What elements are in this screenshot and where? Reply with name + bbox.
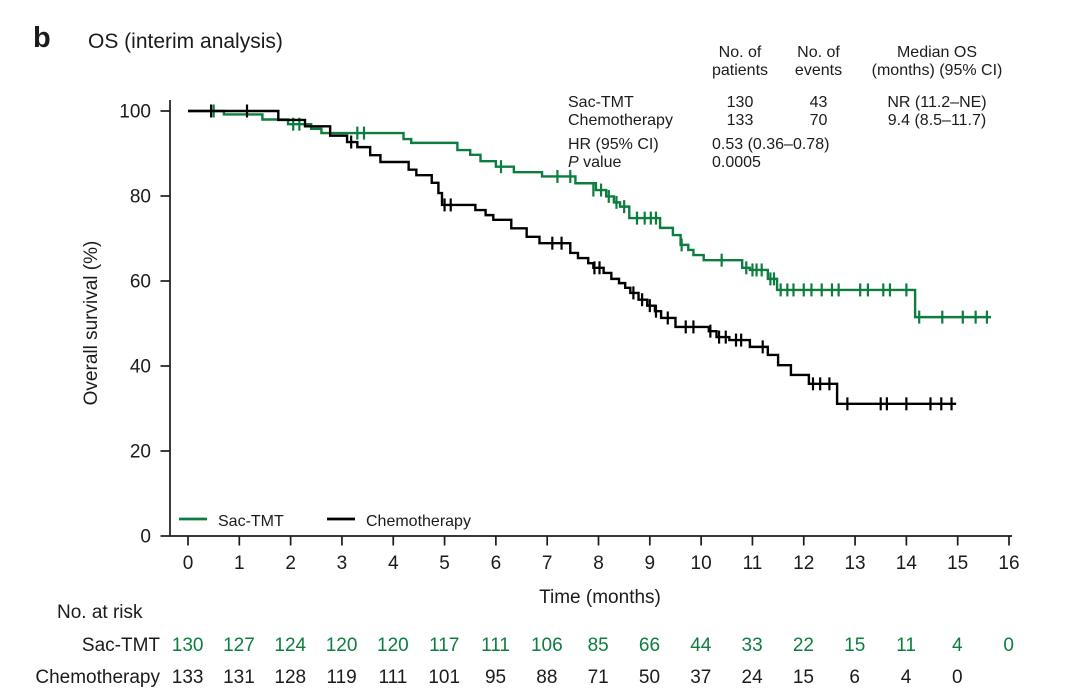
stats-col-header-events: No. of events — [794, 44, 843, 79]
risk-count: 127 — [223, 635, 255, 656]
stats-patients-value: 130 — [726, 94, 754, 111]
risk-count: 128 — [274, 667, 307, 688]
x-axis-tick-label: 1 — [234, 553, 245, 574]
x-axis-tick-label: 8 — [593, 553, 604, 574]
x-axis-tick-label: 3 — [337, 553, 348, 574]
stats-events-value: 70 — [809, 112, 828, 129]
y-axis-tick-label: 80 — [130, 187, 151, 208]
y-axis-tick-label: 0 — [140, 527, 151, 548]
risk-count: 85 — [587, 635, 609, 656]
risk-count: 71 — [587, 667, 609, 688]
stats-col-header-patients: No. of patients — [711, 44, 769, 79]
stats-row-label: Sac-TMT — [568, 94, 634, 111]
stats-median-os-value: 9.4 (8.5–11.7) — [887, 112, 987, 129]
y-axis-tick-label: 100 — [119, 102, 151, 123]
risk-count: 33 — [741, 635, 763, 656]
x-axis-tick-label: 2 — [285, 553, 296, 574]
axis-spines — [169, 100, 1012, 537]
risk-row-label-chemotherapy: Chemotherapy — [35, 667, 160, 688]
x-axis-title: Time (months) — [539, 587, 661, 608]
risk-count: 4 — [900, 667, 912, 688]
y-axis-title: Overall survival (%) — [81, 241, 102, 406]
x-axis-tick-label: 12 — [793, 553, 814, 574]
x-axis-tick-label: 13 — [844, 553, 865, 574]
y-axis-tick-label: 60 — [130, 272, 151, 293]
stats-row-hr: HR (95% CI) 0.53 (0.36–0.78) — [568, 136, 1017, 154]
x-axis-tick-label: 6 — [491, 553, 502, 574]
risk-count: 24 — [741, 667, 763, 688]
risk-row-sac-tmt-values: 130 127 124 120 120 117 111 106 85 66 44 33 22 15 11 4 0 — [162, 636, 1034, 655]
x-axis-tick-label: 14 — [896, 553, 918, 574]
legend-label-chemotherapy: Chemotherapy — [366, 513, 471, 530]
risk-count: 15 — [792, 667, 814, 688]
stats-table: No. of patients No. of events Median OS … — [568, 44, 1017, 172]
risk-count: 6 — [849, 667, 860, 688]
figure-title: OS (interim analysis) — [88, 30, 283, 53]
km-curve-chemotherapy — [188, 109, 957, 406]
risk-count: 11 — [896, 635, 916, 656]
risk-count: 22 — [792, 635, 814, 656]
risk-table-title: No. at risk — [57, 602, 143, 623]
x-axis-tick-label: 4 — [388, 553, 399, 574]
risk-count — [983, 668, 1034, 687]
stats-p-label: P value — [568, 154, 700, 172]
stats-hr-value: 0.53 (0.36–0.78) — [712, 136, 830, 153]
legend-label-sac-tmt: Sac-TMT — [218, 513, 284, 530]
risk-count: 111 — [481, 635, 510, 656]
risk-count: 15 — [844, 635, 866, 656]
risk-count: 0 — [952, 667, 963, 688]
x-axis-tick-label: 9 — [645, 553, 656, 574]
stats-row-sac-tmt: Sac-TMT 130 43 NR (11.2–NE) — [568, 94, 1017, 112]
x-axis-tick-label: 5 — [439, 553, 450, 574]
risk-count: 4 — [952, 635, 963, 656]
risk-count: 130 — [171, 635, 204, 656]
x-axis-tick-label: 7 — [542, 553, 553, 574]
risk-count: 111 — [378, 667, 408, 688]
risk-count: 120 — [377, 635, 409, 656]
x-axis-tick-label: 16 — [998, 553, 1019, 574]
stats-patients-value: 133 — [726, 112, 754, 129]
risk-count: 106 — [530, 635, 563, 656]
y-axis-tick-label: 20 — [130, 442, 151, 463]
risk-count: 119 — [326, 667, 357, 688]
stats-median-os-value: NR (11.2–NE) — [887, 94, 987, 111]
risk-count: 44 — [690, 635, 712, 656]
risk-count: 66 — [638, 635, 661, 656]
risk-count: 95 — [484, 667, 507, 688]
risk-count: 131 — [223, 667, 255, 688]
x-axis-tick-label: 11 — [743, 553, 763, 574]
x-axis-tick-label: 0 — [183, 553, 194, 574]
stats-p-label-rest: value — [578, 154, 622, 171]
risk-count: 124 — [274, 635, 307, 656]
stats-row-p-value: P value 0.0005 — [568, 154, 1017, 172]
x-axis-tick-label: 10 — [691, 553, 712, 574]
stats-hr-label: HR (95% CI) — [568, 136, 659, 153]
risk-count: 120 — [325, 635, 358, 656]
stats-row-chemotherapy: Chemotherapy 133 70 9.4 (8.5–11.7) — [568, 112, 1017, 130]
risk-count: 133 — [171, 667, 204, 688]
stats-p-label-italic: P — [568, 154, 579, 171]
risk-row-chemotherapy-values: 133 131 128 119 111 101 95 88 71 50 37 24 15 6 4 0 — [162, 668, 1034, 687]
risk-count: 117 — [429, 635, 460, 656]
risk-count: 0 — [1003, 635, 1014, 656]
km-curve-sac-tmt — [188, 109, 992, 319]
y-axis-tick-label: 40 — [130, 357, 151, 378]
risk-count: 88 — [536, 667, 558, 688]
stats-row-label: Chemotherapy — [568, 112, 673, 129]
risk-row-label-sac-tmt: Sac-TMT — [81, 635, 160, 656]
stats-events-value: 43 — [809, 94, 828, 111]
x-axis-tick-label: 15 — [947, 553, 968, 574]
risk-count: 37 — [690, 667, 712, 688]
panel-label: b — [33, 22, 51, 54]
stats-p-value: 0.0005 — [712, 154, 761, 171]
risk-count: 101 — [428, 667, 461, 688]
stats-header-row: No. of patients No. of events Median OS … — [568, 44, 1017, 80]
risk-count: 50 — [638, 667, 661, 688]
stats-col-header-median-os: Median OS (months) (95% CI) — [871, 44, 1003, 79]
